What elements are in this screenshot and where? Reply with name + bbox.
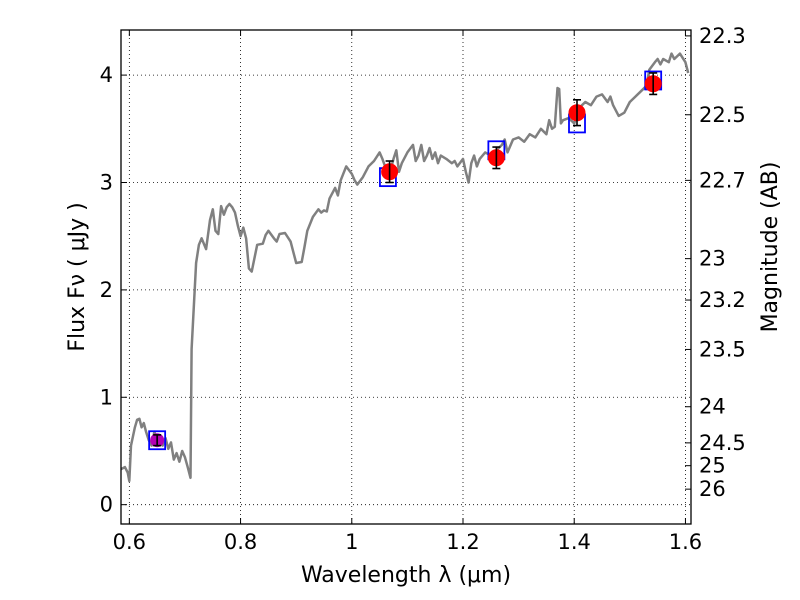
- y-tick-label: 4: [100, 63, 113, 87]
- right-tick-label: 24: [699, 395, 726, 419]
- x-tick-label: 1.6: [669, 530, 702, 554]
- right-tick-label: 26: [699, 477, 726, 501]
- right-tick-label: 22.5: [699, 103, 746, 127]
- plot-frame: [120, 29, 692, 525]
- right-tick-label: 25: [699, 454, 726, 478]
- grid: [121, 30, 691, 524]
- axis-ticks: 0.6 0.8 1 1.2 1.4 1.60123422.322.522.72323.22…: [100, 24, 746, 554]
- x-tick-label: 1.4: [558, 530, 591, 554]
- x-tick-label: 1.2: [446, 530, 479, 554]
- y-tick-label: 3: [100, 170, 113, 194]
- x-tick-label: 0.6: [113, 530, 146, 554]
- right-tick-label: 23.2: [699, 288, 746, 312]
- y-tick-label: 2: [100, 278, 113, 302]
- model-square-marker: [148, 430, 167, 451]
- y-axis-title: Flux Fν ( μJy ): [65, 202, 90, 351]
- right-tick-label: 24.5: [699, 431, 746, 455]
- right-tick-label: 23.5: [699, 337, 746, 361]
- plot-area: [121, 52, 690, 483]
- y-tick-label: 1: [100, 385, 113, 409]
- y-tick-label: 0: [100, 493, 113, 517]
- right-tick-label: 22.7: [699, 168, 746, 192]
- x-tick-label: 0.8: [224, 530, 257, 554]
- right-axis-title: Magnitude (AB): [758, 162, 783, 333]
- right-tick-label: 23: [699, 247, 726, 271]
- right-tick-label: 22.3: [699, 24, 746, 48]
- x-axis-title: Wavelength λ (μm): [301, 563, 511, 588]
- x-tick-label: 1: [345, 530, 358, 554]
